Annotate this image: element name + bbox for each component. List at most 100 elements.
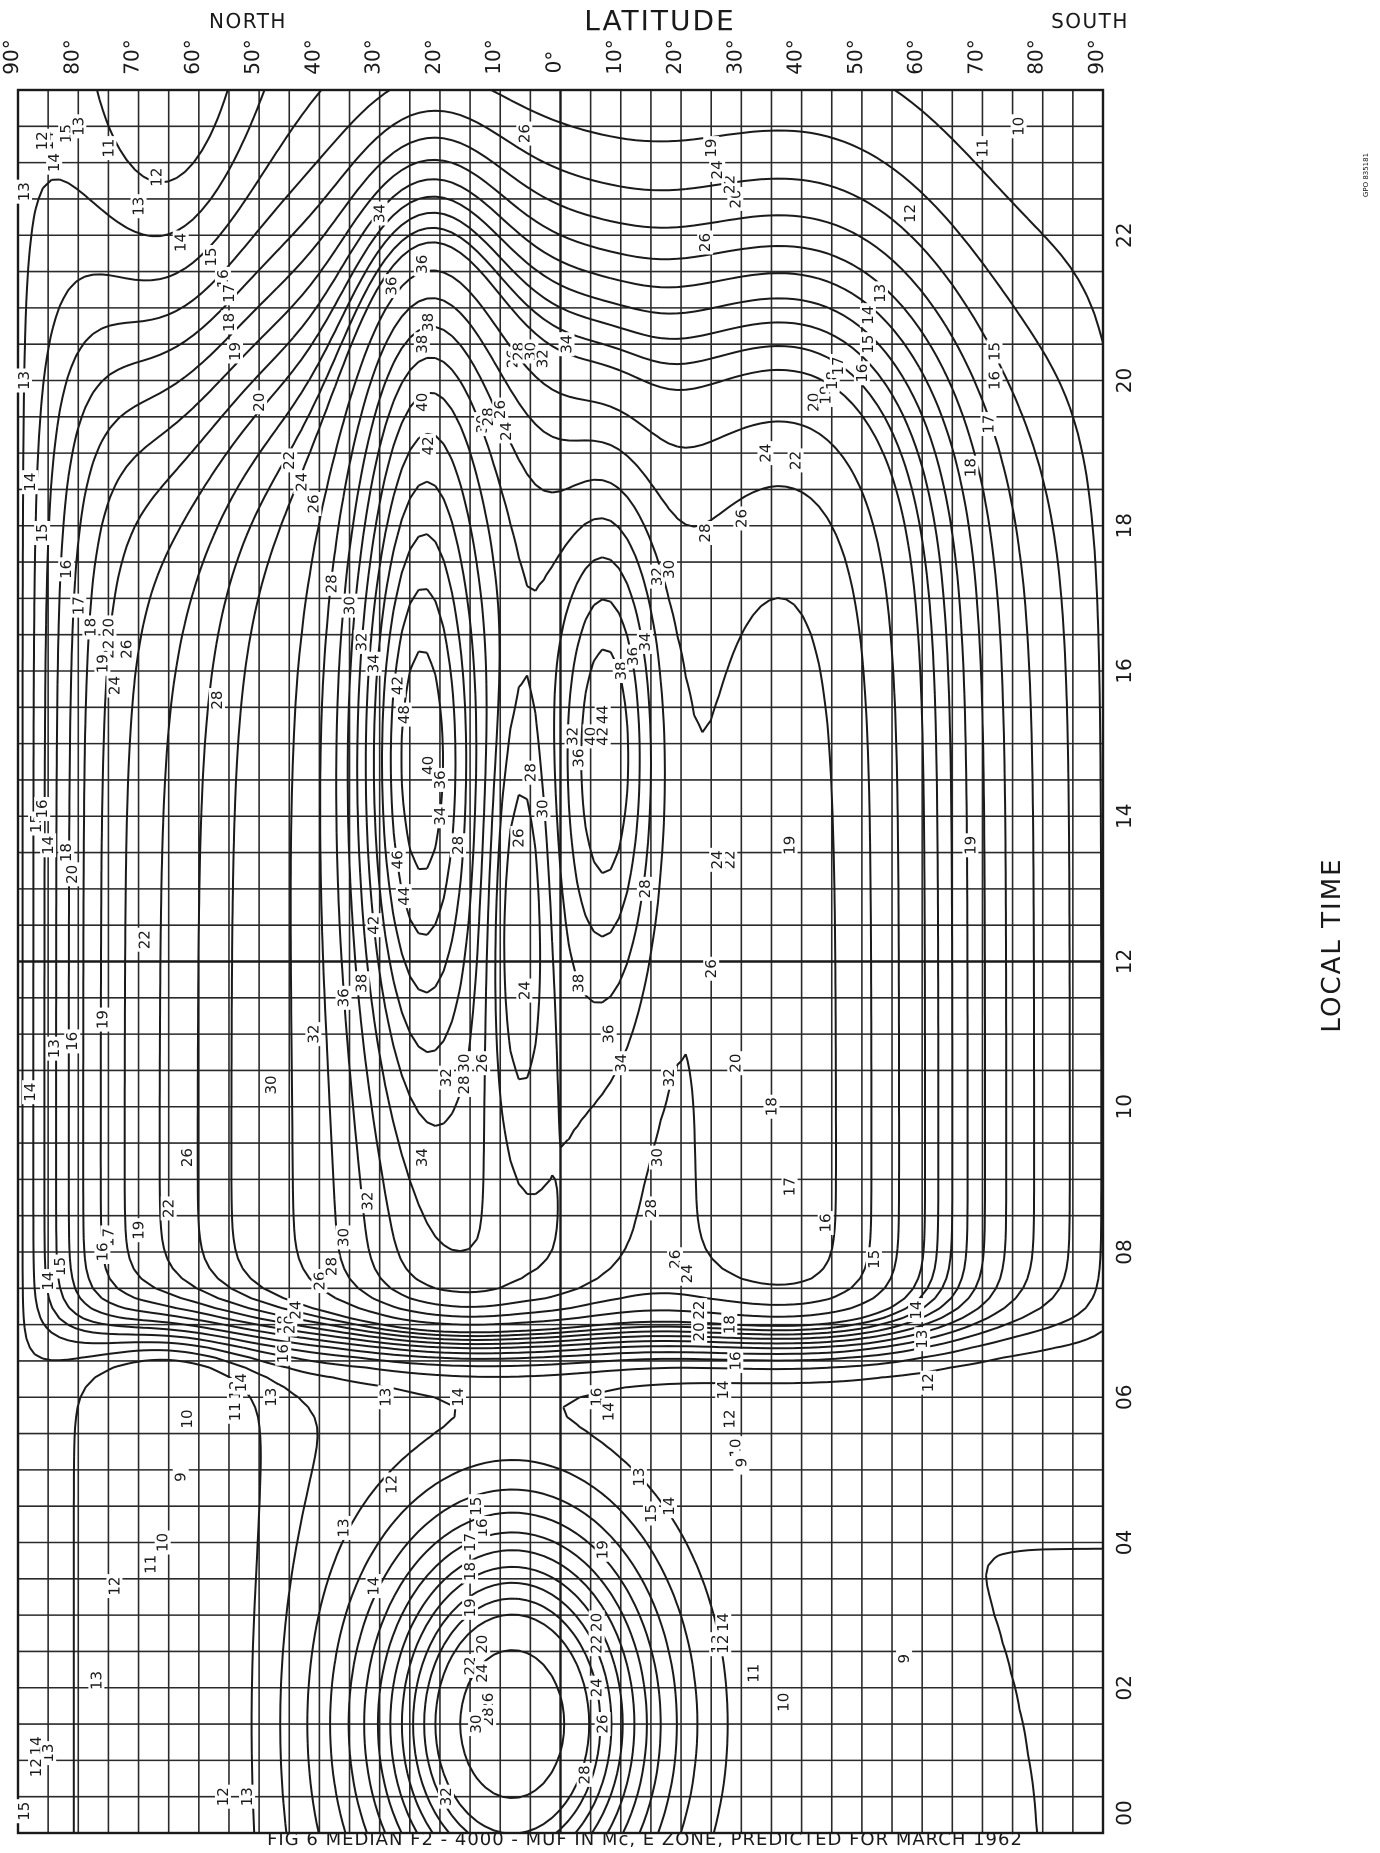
- contour-label-background: [679, 1261, 696, 1286]
- contour-value-label: 14: [600, 1402, 618, 1421]
- contour-label-background: [263, 1072, 280, 1097]
- contour-value-label: 32: [437, 1068, 455, 1087]
- contour-label-background: [16, 1799, 33, 1824]
- contour-value-label: 13: [238, 1787, 256, 1806]
- contour-label-background: [335, 985, 352, 1010]
- contour-value-label: 24: [105, 676, 123, 695]
- contour-label-background: [721, 172, 738, 197]
- contour-label-background: [588, 1385, 605, 1410]
- contour-label-background: [787, 448, 804, 473]
- latitude-tick-label: 40°: [300, 39, 324, 74]
- contour-value-label: 17: [461, 1533, 479, 1552]
- contour-value-label: 11: [99, 139, 117, 158]
- contour-value-label: 36: [383, 277, 401, 296]
- contour-label-background: [853, 361, 870, 386]
- contour-value-label: 16: [274, 1344, 292, 1363]
- contour-value-label: 36: [335, 988, 353, 1007]
- contour-label-background: [40, 1741, 57, 1766]
- contour-value-label: 26: [702, 959, 720, 978]
- contour-value-label: 12: [105, 1577, 123, 1596]
- contour-label-background: [58, 840, 75, 865]
- contour-value-label: 13: [15, 371, 33, 390]
- contour-label-background: [648, 564, 665, 589]
- contour-value-label: 26: [509, 828, 527, 847]
- contour-line-13: [55, 109, 1071, 1834]
- contour-value-label: 24: [678, 1264, 696, 1283]
- contour-value-label: 12: [720, 1409, 738, 1428]
- contour-label-background: [594, 1712, 611, 1737]
- contour-label-background: [208, 688, 225, 713]
- contour-label-background: [914, 1327, 931, 1352]
- contour-value-label: 18: [81, 618, 99, 637]
- latitude-tick-label: 10°: [602, 39, 626, 74]
- contour-value-label: 17: [69, 596, 87, 615]
- contour-label-background: [781, 833, 798, 858]
- contour-label-background: [22, 470, 39, 495]
- time-tick-label: 22: [1112, 223, 1136, 248]
- contour-value-label: 16: [986, 371, 1004, 390]
- contour-value-label: 26: [473, 1054, 491, 1073]
- contour-value-label: 10: [1010, 117, 1028, 136]
- contour-value-label: 12: [27, 1758, 45, 1777]
- contour-label-background: [154, 1530, 171, 1555]
- contour-value-label: 40: [413, 393, 431, 412]
- contour-value-label: 15: [15, 1802, 33, 1821]
- contour-label-background: [642, 1501, 659, 1526]
- contour-value-label: 14: [714, 1380, 732, 1399]
- contour-value-label: 46: [389, 850, 407, 869]
- contour-value-label: 30: [648, 1148, 666, 1167]
- contour-value-label: 12: [214, 1787, 232, 1806]
- contour-label-background: [570, 746, 587, 771]
- contour-label-background: [648, 1145, 665, 1170]
- contour-value-label: 15: [642, 1504, 660, 1523]
- latitude-tick-label: 50°: [240, 39, 264, 74]
- contour-label-background: [305, 491, 322, 516]
- contour-value-label: 20: [588, 1613, 606, 1632]
- contour-label-background: [908, 1298, 925, 1323]
- contour-value-label: 13: [913, 1330, 931, 1349]
- contour-label-background: [106, 1574, 123, 1599]
- contour-label-background: [70, 114, 87, 139]
- contour-label-background: [462, 1653, 479, 1678]
- contour-label-background: [220, 310, 237, 335]
- contour-line-18: [158, 211, 954, 1834]
- contour-value-label: 9: [172, 1472, 190, 1482]
- contour-value-label: 30: [262, 1075, 280, 1094]
- contour-value-label: 42: [389, 676, 407, 695]
- contour-label-background: [775, 1690, 792, 1715]
- contour-line-28: [346, 356, 666, 1294]
- contour-label-background: [450, 1385, 467, 1410]
- contour-value-label: 18: [57, 843, 75, 862]
- contour-value-label: 26: [304, 494, 322, 513]
- contour-value-label: 15: [467, 1497, 485, 1516]
- contour-label-background: [16, 368, 33, 393]
- contour-line-26: [335, 325, 837, 1308]
- contour-line-16: [99, 178, 986, 1834]
- contour-value-label: 14: [39, 836, 57, 855]
- contour-label-background: [389, 673, 406, 698]
- contour-label-background: [456, 1051, 473, 1076]
- contour-value-label: 14: [21, 473, 39, 492]
- contour-value-label: 16: [63, 1032, 81, 1051]
- contour-label-background: [721, 1312, 738, 1337]
- contour-label-background: [437, 1065, 454, 1090]
- contour-label-background: [516, 121, 533, 146]
- contour-value-label: 14: [39, 1272, 57, 1291]
- contour-value-label: 9: [732, 1458, 750, 1468]
- contour-label-background: [902, 201, 919, 226]
- contour-value-label: 15: [986, 342, 1004, 361]
- contour-label-background: [721, 1407, 738, 1432]
- contour-label-background: [94, 1007, 111, 1032]
- contour-value-label: 38: [413, 335, 431, 354]
- south-label: SOUTH: [1051, 9, 1129, 33]
- contour-value-label: 13: [15, 182, 33, 201]
- contour-label-background: [1010, 114, 1027, 139]
- contour-value-label: 28: [696, 523, 714, 542]
- contour-value-label: 12: [383, 1475, 401, 1494]
- contour-label-background: [456, 1072, 473, 1097]
- contour-label-background: [437, 1784, 454, 1809]
- time-tick-label: 06: [1112, 1385, 1136, 1410]
- time-tick-label: 04: [1112, 1530, 1136, 1555]
- contour-line-15: [82, 158, 1008, 1834]
- contour-label-background: [16, 179, 33, 204]
